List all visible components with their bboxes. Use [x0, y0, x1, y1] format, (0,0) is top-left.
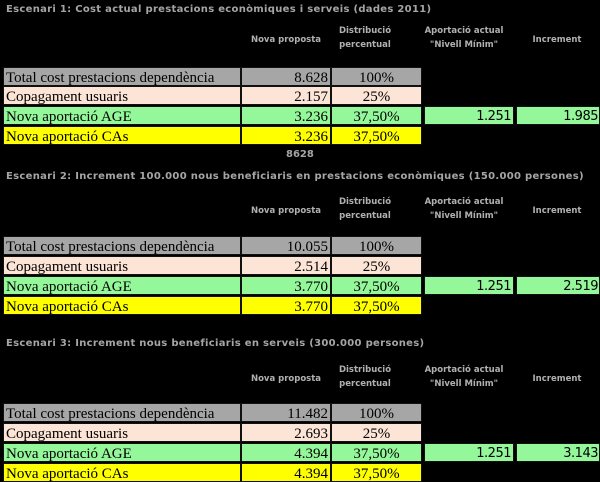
cell-cas-pct: 37,50% [331, 126, 422, 145]
scenario-2-title: Escenari 2: Increment 100.000 nous benef… [6, 171, 584, 182]
row-label-age: Nova aportació AGE [3, 276, 241, 295]
col-header-dist: Distribució percentual [338, 197, 392, 221]
cell-total-value: 11.482 [241, 403, 331, 422]
col-header-current: Aportació actual "Nivell Mínim" [424, 197, 504, 221]
col-header-increase: Increment [532, 206, 582, 216]
scenario-1-note: 8628 [286, 149, 314, 160]
row-label-age: Nova aportació AGE [3, 443, 241, 462]
col-header-new: Nova proposta [250, 206, 322, 216]
cell-total-pct: 100% [331, 236, 422, 255]
cell-cas-value: 4.394 [241, 463, 331, 482]
col-header-current: Aportació actual "Nivell Mínim" [424, 26, 504, 50]
cell-age-increase: 1.985 [516, 106, 600, 125]
col-header-current: Aportació actual "Nivell Mínim" [424, 365, 504, 389]
col-header-new: Nova proposta [250, 35, 322, 45]
row-label-total: Total cost prestacions dependència [3, 67, 241, 86]
row-label-age: Nova aportació AGE [3, 106, 241, 125]
cell-total-value: 8.628 [241, 67, 331, 86]
col-header-new: Nova proposta [250, 374, 322, 384]
row-label-copay: Copagament usuaris [3, 86, 241, 105]
cell-age-current: 1.251 [424, 276, 514, 295]
cell-total-value: 10.055 [241, 236, 331, 255]
cell-age-pct: 37,50% [331, 276, 422, 295]
col-header-increase: Increment [532, 35, 582, 45]
row-label-copay: Copagament usuaris [3, 256, 241, 275]
cell-cas-pct: 37,50% [331, 463, 422, 482]
cell-age-value: 3.770 [241, 276, 331, 295]
cell-copay-pct: 25% [331, 86, 422, 105]
cell-age-value: 3.236 [241, 106, 331, 125]
cell-copay-pct: 25% [331, 256, 422, 275]
scenario-1-title: Escenari 1: Cost actual prestacions econ… [6, 4, 432, 15]
cell-total-pct: 100% [331, 67, 422, 86]
row-label-cas: Nova aportació CAs [3, 126, 241, 145]
cell-age-current: 1.251 [424, 443, 514, 462]
cell-cas-pct: 37,50% [331, 296, 422, 315]
cell-cas-value: 3.236 [241, 126, 331, 145]
cell-copay-value: 2.693 [241, 423, 331, 442]
row-label-copay: Copagament usuaris [3, 423, 241, 442]
cell-age-value: 4.394 [241, 443, 331, 462]
row-label-total: Total cost prestacions dependència [3, 236, 241, 255]
cell-copay-value: 2.157 [241, 86, 331, 105]
scenario-3-title: Escenari 3: Increment nous beneficiaris … [6, 338, 425, 349]
cell-age-current: 1.251 [424, 106, 514, 125]
cell-copay-value: 2.514 [241, 256, 331, 275]
cell-age-increase: 2.519 [516, 276, 600, 295]
cell-copay-pct: 25% [331, 423, 422, 442]
cell-total-pct: 100% [331, 403, 422, 422]
col-header-dist: Distribució percentual [338, 365, 392, 389]
row-label-cas: Nova aportació CAs [3, 463, 241, 482]
row-label-total: Total cost prestacions dependència [3, 403, 241, 422]
cell-age-pct: 37,50% [331, 443, 422, 462]
col-header-dist: Distribució percentual [338, 26, 392, 50]
cell-age-increase: 3.143 [516, 443, 600, 462]
col-header-increase: Increment [532, 374, 582, 384]
cell-cas-value: 3.770 [241, 296, 331, 315]
row-label-cas: Nova aportació CAs [3, 296, 241, 315]
cell-age-pct: 37,50% [331, 106, 422, 125]
